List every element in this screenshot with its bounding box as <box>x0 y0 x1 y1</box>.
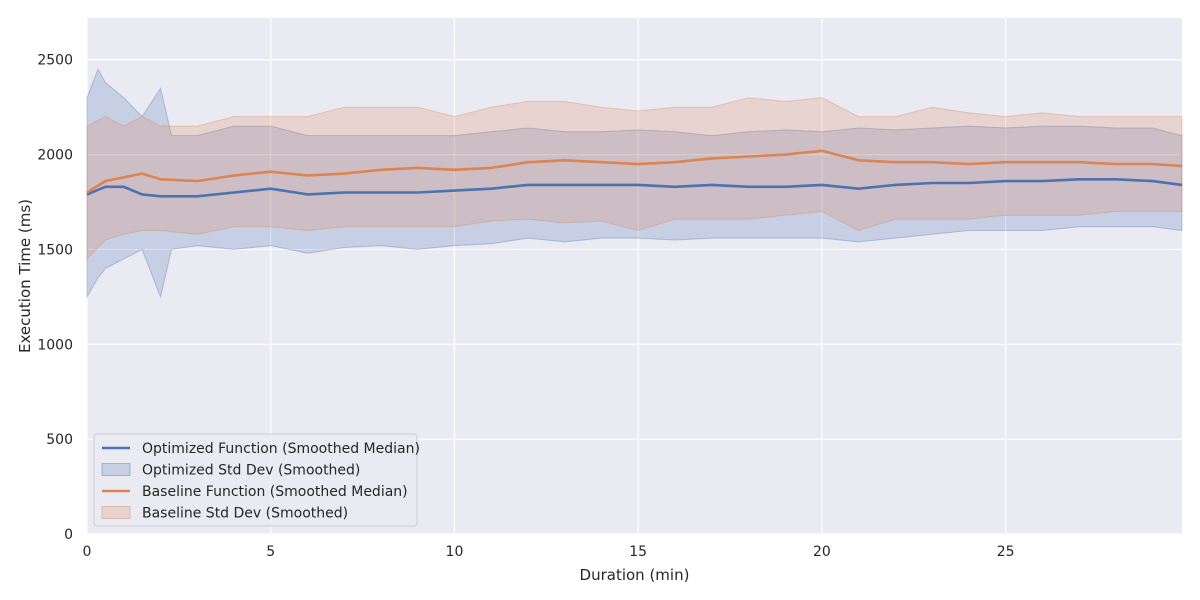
x-tick-label: 15 <box>629 544 647 560</box>
y-tick-label: 0 <box>64 527 73 543</box>
y-tick-label: 2000 <box>37 148 73 164</box>
legend-label: Baseline Function (Smoothed Median) <box>142 484 408 500</box>
x-tick-label: 25 <box>997 544 1015 560</box>
y-tick-label: 1500 <box>37 242 73 258</box>
legend-label: Optimized Std Dev (Smoothed) <box>142 463 360 479</box>
legend-band-swatch <box>101 506 131 519</box>
x-tick-label: 0 <box>83 544 92 560</box>
legend-label: Baseline Std Dev (Smoothed) <box>142 506 348 522</box>
x-axis-title: Duration (min) <box>580 566 690 584</box>
legend-band-swatch <box>101 463 131 476</box>
x-tick-label: 5 <box>266 544 275 560</box>
line-optimized-function-smoothed-median- <box>86 178 1183 198</box>
legend: Optimized Function (Smoothed Median) Opti… <box>93 433 420 527</box>
x-tick-label: 20 <box>813 544 831 560</box>
tick-labels: 0 5 10 15 20 25 0 500 1000 1500 2000 2500 <box>37 53 1014 560</box>
y-tick-label: 2500 <box>37 53 73 69</box>
band-baseline-std-dev-smoothed- <box>86 97 1183 261</box>
y-axis-title: Execution Time (ms) <box>16 199 34 353</box>
y-tick-label: 1000 <box>37 337 73 353</box>
legend-box <box>93 433 418 527</box>
std-dev-bands <box>86 68 1183 299</box>
line-baseline-function-smoothed-median- <box>86 149 1183 194</box>
legend-label: Optimized Function (Smoothed Median) <box>142 441 420 457</box>
x-tick-label: 10 <box>446 544 464 560</box>
band-optimized-std-dev-smoothed- <box>86 68 1183 299</box>
y-tick-label: 500 <box>46 432 73 448</box>
median-lines <box>86 149 1183 198</box>
